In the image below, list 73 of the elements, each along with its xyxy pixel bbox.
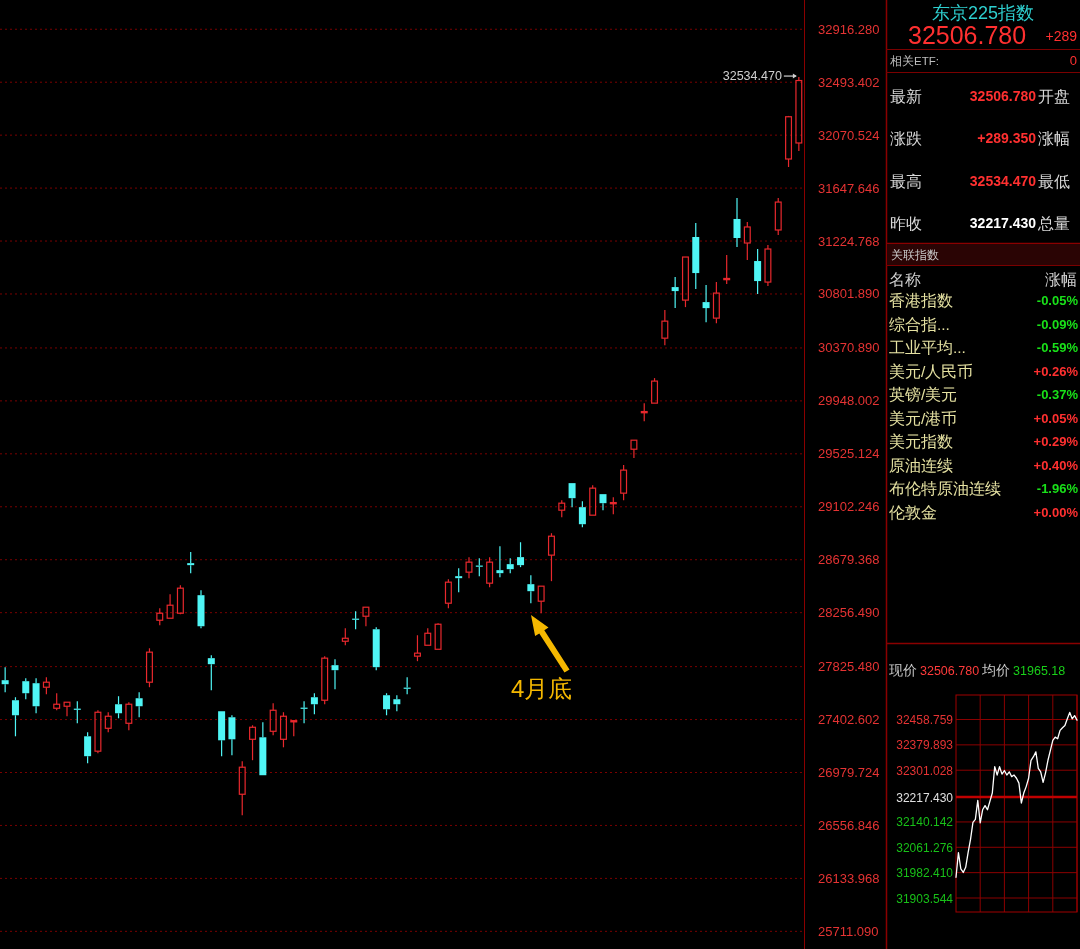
text: 31965.18 — [1013, 664, 1066, 678]
y-tick-label: 31982.410 — [896, 866, 954, 881]
y-tick-label: 32217.430 — [896, 790, 954, 805]
y-tick-label: 27402.602 — [818, 712, 880, 728]
y-tick-label: 32061.276 — [896, 840, 954, 855]
data-label: +0.29% — [1033, 434, 1079, 449]
y-tick-label: 26133.968 — [818, 870, 880, 886]
text: 最低 — [1038, 172, 1070, 190]
text: 涨幅 — [1045, 271, 1077, 288]
data-label: +0.00% — [1033, 504, 1079, 520]
text: 现价 — [889, 662, 917, 678]
category-label: 伦敦金 — [889, 503, 937, 521]
y-tick-label: 32140.142 — [896, 815, 954, 830]
text: 关联指数 — [891, 248, 939, 262]
category-label: 原油连续 — [889, 456, 953, 474]
y-tick-label: 31903.544 — [896, 891, 954, 906]
y-tick-label: 32379.893 — [896, 738, 954, 753]
data-label: +0.40% — [1033, 457, 1079, 473]
text: 0 — [1069, 53, 1077, 68]
text: 总量 — [1037, 214, 1070, 232]
text: +289 — [1045, 28, 1078, 44]
data-label: +0.05% — [1033, 410, 1079, 426]
category-label: 综合指... — [889, 315, 950, 333]
category-label: 昨收 — [890, 214, 922, 232]
y-tick-label: 30801.890 — [818, 286, 880, 302]
category-label: 美元/人民币 — [889, 362, 974, 380]
text: 东京225指数 — [931, 3, 1035, 23]
category-label: 香港指数 — [889, 292, 953, 309]
y-tick-label: 25711.090 — [818, 923, 879, 939]
y-tick-label: 26979.724 — [818, 765, 880, 781]
text: 32506.780 — [908, 21, 1027, 49]
y-tick-label: 29525.124 — [818, 446, 880, 462]
category-label: 工业平均... — [889, 339, 966, 356]
category-label: 美元指数 — [889, 433, 953, 450]
annotation: 4月底 — [511, 675, 573, 702]
annotation: 32534.470 — [722, 69, 782, 84]
category-label: 英镑/美元 — [889, 386, 958, 403]
text: 开盘 — [1038, 88, 1070, 105]
data-label: -1.96% — [1036, 481, 1079, 496]
data-label: -0.37% — [1036, 387, 1079, 402]
category-label: 美元/港币 — [889, 409, 958, 427]
data-label: -0.05% — [1036, 293, 1079, 308]
text: +289.350 — [977, 130, 1036, 147]
y-tick-label: 29102.246 — [818, 499, 880, 515]
data-label: -0.59% — [1036, 340, 1079, 355]
text: 涨幅 — [1038, 130, 1070, 148]
text: 相关ETF: — [890, 54, 939, 67]
y-tick-label: 31647.646 — [818, 180, 880, 196]
data-label: +0.26% — [1033, 363, 1079, 379]
y-tick-label: 27825.480 — [818, 659, 880, 675]
y-tick-label: 28679.368 — [818, 552, 880, 568]
line-series — [955, 711, 1078, 878]
y-tick-label: 32458.759 — [896, 713, 954, 728]
y-tick-label: 30370.890 — [818, 340, 880, 356]
y-tick-label: 32493.402 — [818, 74, 880, 90]
y-tick-label: 29948.002 — [818, 393, 880, 409]
text: 名称 — [889, 271, 921, 288]
category-label: 最新 — [890, 88, 922, 105]
y-tick-label: 31224.768 — [818, 233, 880, 249]
category-label: 涨跌 — [890, 130, 922, 148]
text: 32506.780 — [969, 88, 1036, 104]
data-label: -0.09% — [1036, 316, 1079, 332]
text: 32217.430 — [969, 214, 1036, 231]
category-label: 布伦特原油连续 — [889, 480, 1001, 497]
y-tick-label: 32916.280 — [818, 21, 880, 37]
text: 32534.470 — [969, 172, 1036, 189]
y-tick-label: 28256.490 — [818, 605, 880, 621]
text: 均价 — [981, 662, 1011, 678]
y-tick-label: 32301.028 — [896, 763, 954, 778]
y-tick-label: 26556.846 — [818, 817, 880, 833]
text: 32506.780 — [920, 664, 980, 678]
category-label: 最高 — [890, 172, 922, 190]
y-tick-label: 32070.524 — [818, 127, 880, 143]
